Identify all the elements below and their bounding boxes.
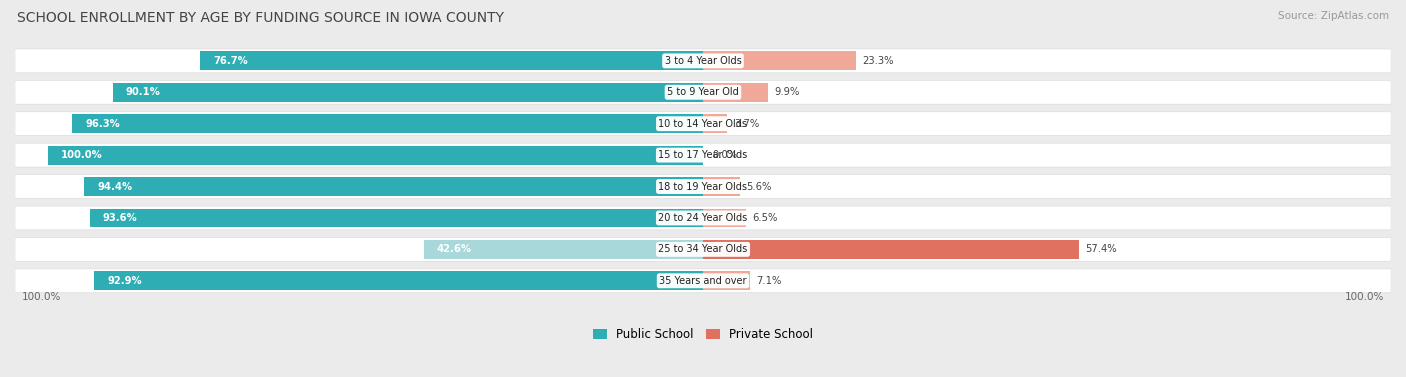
Text: 100.0%: 100.0% <box>1346 292 1385 302</box>
Text: 18 to 19 Year Olds: 18 to 19 Year Olds <box>658 182 748 192</box>
Text: 15 to 17 Year Olds: 15 to 17 Year Olds <box>658 150 748 160</box>
Text: 100.0%: 100.0% <box>60 150 103 160</box>
Text: 90.1%: 90.1% <box>125 87 160 97</box>
Bar <box>423 240 703 259</box>
Bar <box>703 114 727 133</box>
Text: 7.1%: 7.1% <box>756 276 782 286</box>
Text: 0.0%: 0.0% <box>713 150 738 160</box>
Text: 9.9%: 9.9% <box>775 87 800 97</box>
Text: 76.7%: 76.7% <box>214 56 249 66</box>
Legend: Public School, Private School: Public School, Private School <box>588 323 818 346</box>
Text: 5 to 9 Year Old: 5 to 9 Year Old <box>666 87 740 97</box>
Text: 6.5%: 6.5% <box>752 213 778 223</box>
Bar <box>90 208 703 227</box>
Bar <box>94 271 703 290</box>
Text: 100.0%: 100.0% <box>21 292 60 302</box>
Bar <box>703 51 856 70</box>
Bar <box>703 271 749 290</box>
Bar <box>703 208 745 227</box>
Bar <box>703 83 768 102</box>
Text: 5.6%: 5.6% <box>747 182 772 192</box>
FancyBboxPatch shape <box>15 206 1391 230</box>
Text: 3 to 4 Year Olds: 3 to 4 Year Olds <box>665 56 741 66</box>
FancyBboxPatch shape <box>15 175 1391 198</box>
Bar <box>703 177 740 196</box>
Bar <box>48 146 703 164</box>
Text: 23.3%: 23.3% <box>862 56 894 66</box>
Text: 35 Years and over: 35 Years and over <box>659 276 747 286</box>
Text: 96.3%: 96.3% <box>86 119 120 129</box>
FancyBboxPatch shape <box>15 112 1391 136</box>
FancyBboxPatch shape <box>15 143 1391 167</box>
Text: Source: ZipAtlas.com: Source: ZipAtlas.com <box>1278 11 1389 21</box>
Text: 25 to 34 Year Olds: 25 to 34 Year Olds <box>658 244 748 254</box>
FancyBboxPatch shape <box>15 269 1391 293</box>
Text: 42.6%: 42.6% <box>437 244 472 254</box>
Bar <box>72 114 703 133</box>
Bar <box>112 83 703 102</box>
Bar <box>201 51 703 70</box>
FancyBboxPatch shape <box>15 238 1391 261</box>
Text: 3.7%: 3.7% <box>734 119 759 129</box>
FancyBboxPatch shape <box>15 80 1391 104</box>
Text: 92.9%: 92.9% <box>107 276 142 286</box>
Text: 20 to 24 Year Olds: 20 to 24 Year Olds <box>658 213 748 223</box>
FancyBboxPatch shape <box>15 49 1391 73</box>
Text: 93.6%: 93.6% <box>103 213 138 223</box>
Text: SCHOOL ENROLLMENT BY AGE BY FUNDING SOURCE IN IOWA COUNTY: SCHOOL ENROLLMENT BY AGE BY FUNDING SOUR… <box>17 11 503 25</box>
Text: 10 to 14 Year Olds: 10 to 14 Year Olds <box>658 119 748 129</box>
Bar <box>703 240 1080 259</box>
Text: 94.4%: 94.4% <box>97 182 132 192</box>
Text: 57.4%: 57.4% <box>1085 244 1118 254</box>
Bar <box>84 177 703 196</box>
